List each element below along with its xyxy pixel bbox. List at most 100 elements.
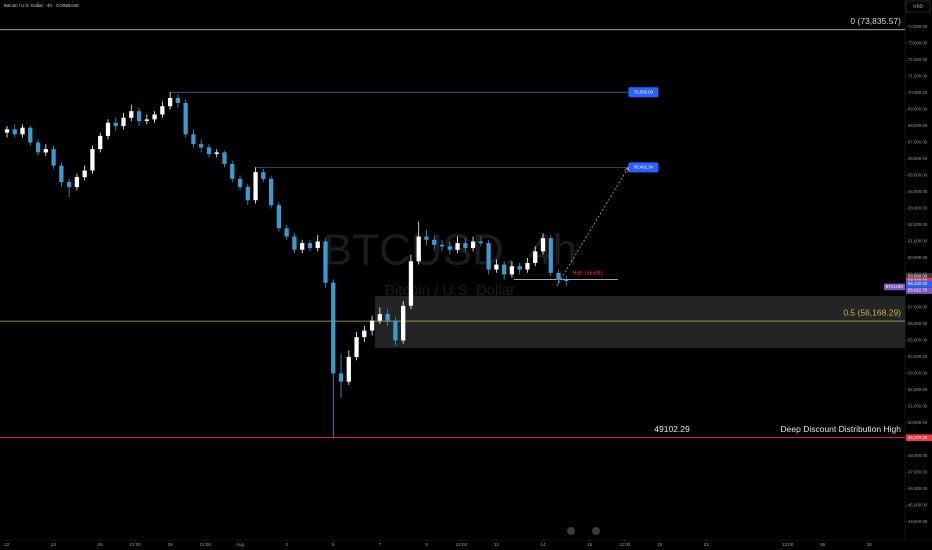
candle-body <box>502 264 507 275</box>
y-tick-label: 61,000.00 <box>908 239 928 244</box>
y-tick-label: 55,000.00 <box>908 338 928 343</box>
chart-title: Bitcoin / U.S. Dollar · 4h · COINBASE <box>4 3 79 8</box>
symbol-tag <box>884 283 905 291</box>
candle-body <box>486 243 491 270</box>
level-label: Deep Discount Distribution High <box>781 424 902 434</box>
x-tick-label: 12 <box>494 542 500 547</box>
x-tick-label: 24 <box>51 542 57 547</box>
candle-body <box>556 272 561 280</box>
y-tick-label: 46,000.00 <box>908 486 928 491</box>
ray-tag-label: 70,050.00 <box>634 89 654 94</box>
candle-body <box>393 320 398 341</box>
x-tick-label: 29 <box>168 542 174 547</box>
x-tick-label: 12:00 <box>619 542 631 547</box>
candle-body <box>346 356 351 382</box>
candle-body <box>362 330 367 338</box>
y-tick-label: 67,000.00 <box>908 140 928 145</box>
y-tick-label: 60,000.00 <box>908 255 928 260</box>
x-tick-label: Aug <box>236 542 245 547</box>
candle-body <box>51 149 56 166</box>
level-label: 0.5 (56,168.29) <box>843 307 901 317</box>
candle-body <box>20 127 25 135</box>
candle-body <box>136 111 142 122</box>
price-tag <box>906 434 932 442</box>
candle-body <box>276 205 282 229</box>
candle-body <box>432 239 437 245</box>
liquidity-label: High Liquidity <box>573 271 604 277</box>
candle-body <box>230 163 235 179</box>
y-tick-label: 71,000.00 <box>908 74 928 79</box>
candle-body <box>144 119 149 122</box>
level-price-label: 49102.29 <box>654 424 690 434</box>
axis-unit: USD <box>913 4 923 9</box>
x-tick-label: 12:00 <box>782 542 794 547</box>
x-tick-label: 16 <box>587 542 593 547</box>
y-tick-label: 64,000.00 <box>908 189 928 194</box>
candle-body <box>175 97 181 103</box>
watermark: BTCUSD, 4h Bitcoin / U.S. Dollar <box>323 226 577 299</box>
candle-body <box>416 236 421 262</box>
candle-body <box>59 165 64 183</box>
candle-body <box>401 305 406 341</box>
candle-body <box>43 149 48 153</box>
projection-line <box>556 167 629 287</box>
candle-body <box>509 266 515 275</box>
y-tick-label: 73,000.00 <box>908 41 928 46</box>
candle-body <box>315 241 320 249</box>
y-tick-label: 48,000.00 <box>908 453 928 458</box>
x-tick-label: 14 <box>540 542 546 547</box>
x-tick-label: 21 <box>704 542 710 547</box>
candle-body <box>408 261 414 306</box>
candle-body <box>424 236 429 240</box>
candle-body <box>261 172 266 179</box>
y-tick-label: 70,000.00 <box>908 90 928 95</box>
event-icon[interactable] <box>592 527 600 535</box>
unit-box[interactable] <box>905 0 931 13</box>
candle-body <box>160 106 165 115</box>
candle-body <box>105 122 111 136</box>
symbol-tag-label: BTCUSD <box>886 284 904 289</box>
y-tick-label: 50,000.00 <box>908 420 928 425</box>
candle-body <box>98 135 103 150</box>
candle-body <box>533 251 538 263</box>
y-tick-label: 56,000.00 <box>908 321 928 326</box>
x-tick-label: 9 <box>425 542 428 547</box>
x-tick-label: 5 <box>332 542 335 547</box>
candle-body <box>307 243 313 249</box>
candle-body <box>199 144 204 148</box>
candle-body <box>540 238 546 252</box>
candle-body <box>167 97 173 107</box>
candle-body <box>152 114 157 120</box>
ray-tag <box>628 87 659 98</box>
candle-body <box>525 262 530 270</box>
y-tick-label: 69,000.00 <box>908 107 928 112</box>
x-tick-label: 12:00 <box>456 542 468 547</box>
watermark-name: Bitcoin / U.S. Dollar <box>385 282 515 299</box>
candle-body <box>4 129 10 133</box>
candle-body <box>35 142 41 153</box>
candle-body <box>385 314 390 321</box>
event-icon[interactable] <box>567 527 575 535</box>
candle-body <box>548 238 553 273</box>
candle-body <box>284 228 289 237</box>
candle-body <box>191 134 196 145</box>
ray-tag-label: 65,492.34 <box>634 165 654 170</box>
x-tick-label: 3 <box>285 542 288 547</box>
candle-body <box>338 373 344 382</box>
ray-tag <box>628 162 659 173</box>
candle-body <box>564 279 569 282</box>
x-tick-label: 22 <box>4 542 10 547</box>
y-tick-label: 72,000.00 <box>908 57 928 62</box>
price-tag-label: 58,432.00 <box>908 281 928 286</box>
candle-body <box>323 241 328 283</box>
y-tick-label: 63,000.00 <box>908 206 928 211</box>
y-tick-label: 51,000.00 <box>908 404 928 409</box>
candle-body <box>439 244 445 247</box>
candle-body <box>369 320 375 331</box>
candle-body <box>82 170 87 178</box>
zone <box>375 295 905 348</box>
candle-body <box>268 178 274 206</box>
price-tag-label: 49,102.29 <box>908 435 928 440</box>
y-tick-label: 65,000.00 <box>908 173 928 178</box>
